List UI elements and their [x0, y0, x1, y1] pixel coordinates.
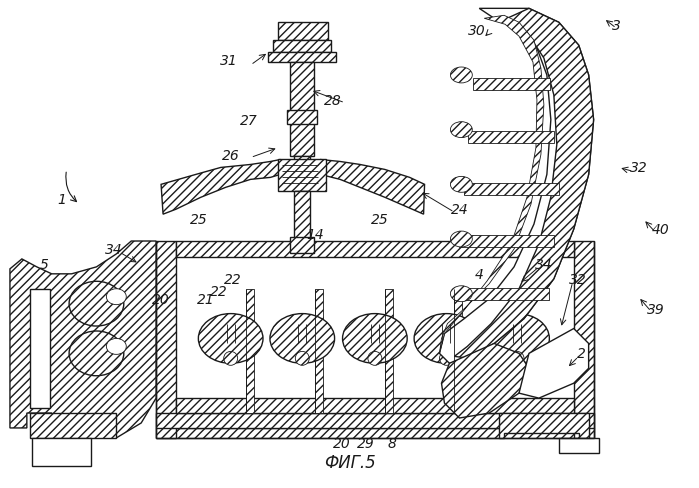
Ellipse shape — [450, 122, 473, 138]
Text: 26: 26 — [222, 148, 240, 162]
Ellipse shape — [69, 282, 124, 326]
Text: 32: 32 — [630, 161, 647, 175]
Polygon shape — [454, 289, 462, 413]
Text: 34: 34 — [104, 243, 122, 256]
Polygon shape — [295, 192, 309, 242]
Polygon shape — [156, 413, 593, 428]
Polygon shape — [440, 9, 593, 364]
Polygon shape — [176, 242, 574, 257]
Polygon shape — [290, 63, 315, 157]
Text: 2: 2 — [577, 346, 586, 361]
Polygon shape — [161, 160, 280, 215]
Polygon shape — [30, 413, 116, 438]
Polygon shape — [294, 192, 310, 244]
Polygon shape — [268, 53, 336, 63]
Text: 25: 25 — [190, 213, 208, 226]
Ellipse shape — [450, 286, 473, 302]
Text: 20: 20 — [333, 436, 351, 450]
Ellipse shape — [224, 352, 238, 366]
Ellipse shape — [69, 331, 124, 376]
Text: 30: 30 — [468, 24, 486, 38]
Polygon shape — [499, 413, 589, 438]
Ellipse shape — [199, 314, 263, 364]
Ellipse shape — [295, 352, 309, 366]
Polygon shape — [245, 289, 254, 413]
Text: 29: 29 — [357, 436, 375, 450]
Ellipse shape — [106, 339, 127, 355]
Polygon shape — [294, 157, 310, 172]
Polygon shape — [454, 288, 549, 300]
Polygon shape — [10, 242, 156, 438]
Ellipse shape — [450, 68, 473, 84]
Ellipse shape — [450, 177, 473, 193]
Polygon shape — [315, 289, 323, 413]
Text: 32: 32 — [569, 272, 586, 286]
Ellipse shape — [440, 352, 454, 366]
Text: 5: 5 — [39, 257, 48, 271]
Polygon shape — [384, 289, 393, 413]
Text: 21: 21 — [197, 292, 215, 306]
Text: 20: 20 — [152, 292, 170, 306]
Polygon shape — [278, 23, 328, 41]
Polygon shape — [442, 344, 529, 418]
Polygon shape — [290, 238, 315, 253]
Ellipse shape — [368, 352, 382, 366]
Ellipse shape — [510, 352, 524, 366]
Ellipse shape — [450, 232, 473, 247]
Text: 8: 8 — [387, 436, 396, 450]
Polygon shape — [559, 438, 598, 453]
Text: 22: 22 — [224, 272, 242, 286]
Text: 40: 40 — [651, 223, 669, 237]
Polygon shape — [176, 398, 574, 413]
Text: 24: 24 — [450, 203, 468, 217]
Polygon shape — [574, 242, 593, 438]
Polygon shape — [473, 79, 550, 91]
Text: 39: 39 — [647, 302, 665, 316]
Polygon shape — [468, 131, 554, 143]
Text: 27: 27 — [240, 114, 257, 127]
Text: 28: 28 — [324, 94, 342, 107]
Ellipse shape — [106, 289, 127, 305]
Ellipse shape — [270, 314, 335, 364]
Polygon shape — [440, 16, 544, 354]
Text: 34: 34 — [535, 257, 553, 271]
Ellipse shape — [343, 314, 408, 364]
Polygon shape — [156, 242, 176, 438]
Text: 3: 3 — [612, 19, 621, 33]
Polygon shape — [30, 289, 50, 408]
Text: 25: 25 — [371, 213, 389, 226]
Text: 31: 31 — [219, 54, 238, 68]
Polygon shape — [287, 111, 317, 124]
Polygon shape — [156, 428, 593, 438]
Polygon shape — [519, 329, 589, 398]
Text: 14: 14 — [306, 227, 324, 242]
Ellipse shape — [484, 314, 549, 364]
Polygon shape — [278, 160, 326, 192]
Text: 4: 4 — [475, 267, 484, 281]
Polygon shape — [273, 41, 331, 53]
Polygon shape — [464, 184, 559, 196]
Polygon shape — [459, 236, 554, 247]
Polygon shape — [320, 160, 424, 215]
Text: 1: 1 — [57, 193, 66, 207]
Text: ФИГ.5: ФИГ.5 — [324, 453, 375, 471]
Polygon shape — [32, 438, 92, 466]
Text: 22: 22 — [210, 284, 228, 298]
Ellipse shape — [414, 314, 479, 364]
Polygon shape — [454, 9, 593, 359]
